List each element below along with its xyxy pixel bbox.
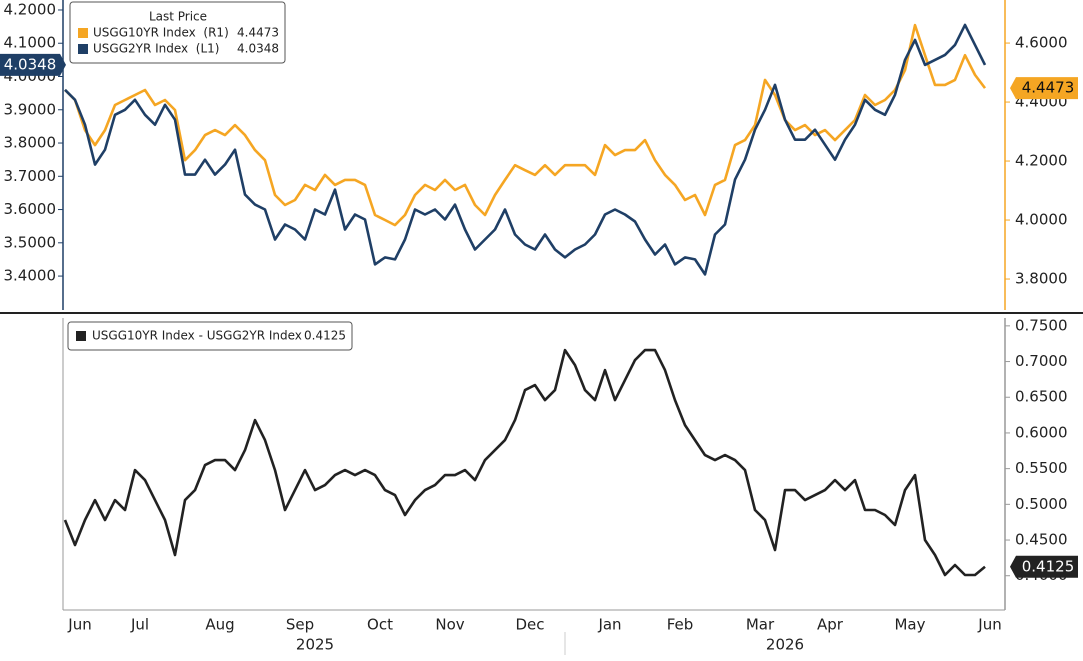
y-tick-label: 0.7000 (1015, 352, 1068, 370)
y-tick-label: 4.2000 (1015, 152, 1068, 170)
value-tag-label: 4.0348 (4, 55, 57, 73)
value-tag (0, 53, 66, 76)
legend-value: 0.4125 (304, 329, 346, 343)
legend-label: USGG10YR Index (R1) (93, 26, 229, 40)
legend-box (67, 321, 353, 351)
legend-value: 4.0348 (237, 42, 279, 56)
x-tick-label: Jun (67, 616, 91, 634)
y-tick-label: 0.4500 (1015, 531, 1068, 549)
legend-swatch (76, 331, 86, 341)
legend-label: USGG2YR Index (L1) (93, 42, 219, 56)
y-tick-label: 3.8000 (4, 134, 57, 152)
y-tick-label: 0.5500 (1015, 459, 1068, 477)
legend-label: USGG10YR Index - USGG2YR Index (92, 329, 302, 343)
y-tick-label: 3.4000 (4, 267, 57, 285)
value-tag-label: 4.4473 (1022, 79, 1075, 97)
x-tick-label: Jun (977, 616, 1001, 634)
y-tick-label: 3.7000 (4, 167, 57, 185)
legend-box (69, 1, 286, 64)
x-tick-label: Dec (515, 616, 544, 634)
y-tick-label: 0.6500 (1015, 388, 1068, 406)
x-tick-label: Sep (286, 616, 314, 634)
x-tick-label: Nov (435, 616, 464, 634)
y-tick-label: 4.6000 (1015, 34, 1068, 52)
x-year-label: 2026 (766, 636, 804, 654)
y-tick-label: 0.6000 (1015, 423, 1068, 441)
legend-value: 4.4473 (237, 26, 279, 40)
value-tag-label: 0.4125 (1022, 557, 1075, 575)
x-tick-label: Jan (597, 616, 621, 634)
y-tick-label: 0.7500 (1015, 316, 1068, 334)
x-tick-label: Apr (817, 616, 844, 634)
x-tick-label: May (894, 616, 925, 634)
y-tick-label: 4.1000 (4, 34, 57, 52)
legend-swatch (78, 28, 88, 38)
series-line (64, 23, 987, 276)
series-line (63, 348, 986, 577)
x-tick-label: Mar (746, 616, 775, 634)
y-tick-label: 4.0000 (1015, 211, 1068, 229)
y-tick-label: 4.2000 (4, 0, 57, 18)
x-tick-label: Jul (130, 616, 149, 634)
series-line (64, 23, 987, 227)
x-tick-label: Feb (667, 616, 694, 634)
x-tick-label: Aug (205, 616, 234, 634)
y-tick-label: 0.5000 (1015, 495, 1068, 513)
y-tick-label: 3.5000 (4, 233, 57, 251)
legend-title: Last Price (149, 10, 207, 24)
value-tag (1010, 77, 1078, 100)
x-year-label: 2025 (296, 636, 334, 654)
y-tick-label: 3.9000 (4, 100, 57, 118)
y-tick-label: 3.8000 (1015, 270, 1068, 288)
y-tick-label: 3.6000 (4, 200, 57, 218)
value-tag (1010, 555, 1078, 578)
x-tick-label: Oct (367, 616, 393, 634)
legend-swatch (78, 44, 88, 54)
